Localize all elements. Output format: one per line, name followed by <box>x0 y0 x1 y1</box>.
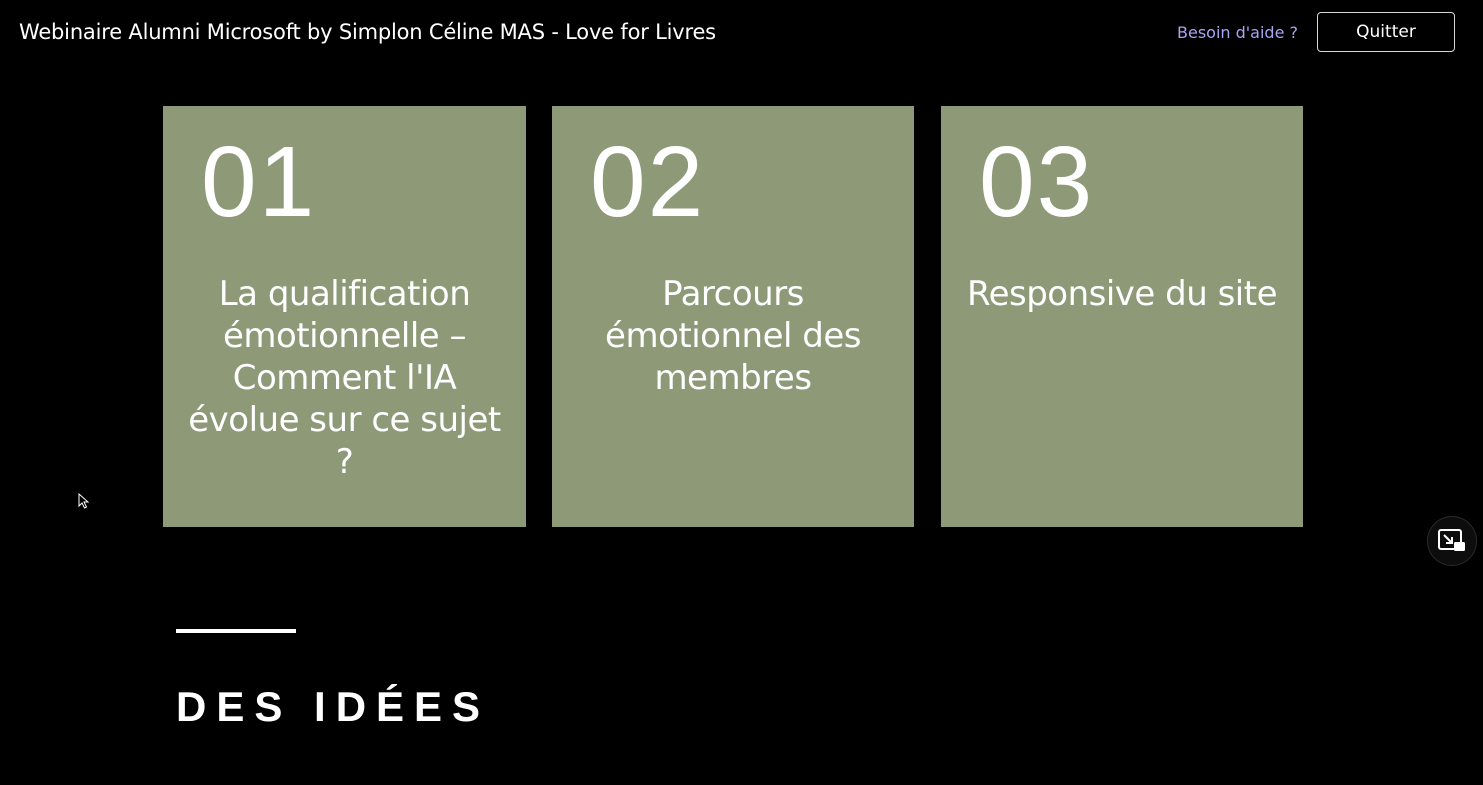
card-text: Responsive du site <box>966 274 1278 314</box>
slide-card-2: 02 Parcours émotionnel des membres <box>552 106 914 527</box>
mouse-cursor-icon <box>78 493 89 509</box>
meeting-title: Webinaire Alumni Microsoft by Simplon Cé… <box>19 20 716 44</box>
picture-in-picture-icon <box>1438 529 1465 551</box>
card-number: 03 <box>979 126 1095 238</box>
help-link[interactable]: Besoin d'aide ? <box>1177 23 1298 42</box>
card-text: Parcours émotionnel des membres <box>605 274 861 398</box>
card-number: 01 <box>201 126 317 238</box>
slide-card-3: 03 Responsive du site <box>941 106 1303 527</box>
card-text: La qualification émotionnelle – Comment … <box>188 274 501 482</box>
section-divider <box>176 629 296 633</box>
slide-card-1: 01 La qualification émotionnelle – Comme… <box>163 106 526 527</box>
section-heading: DES IDÉES <box>176 683 491 730</box>
quit-button[interactable]: Quitter <box>1317 12 1455 52</box>
card-number: 02 <box>590 126 706 238</box>
picture-in-picture-button[interactable] <box>1427 516 1477 566</box>
